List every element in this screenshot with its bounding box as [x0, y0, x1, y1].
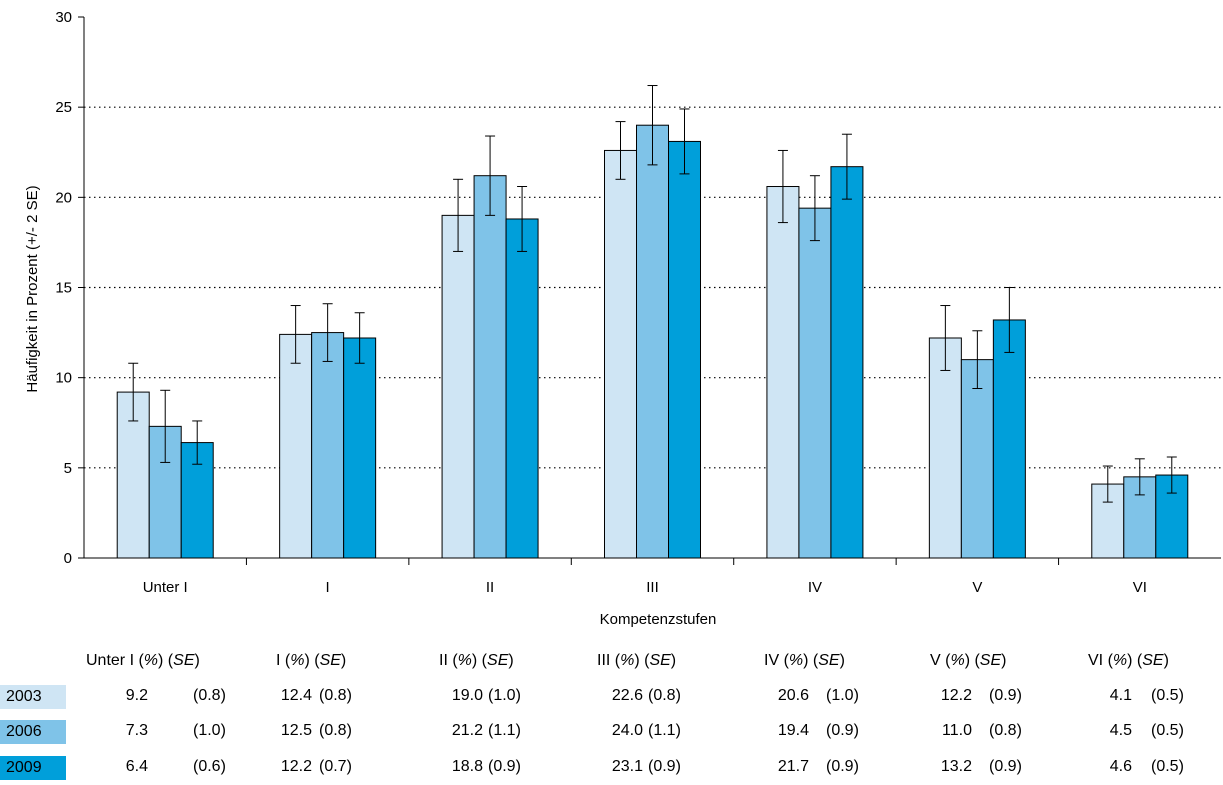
table-value: 4.5 [1109, 722, 1132, 739]
table-value: 24.0 [611, 722, 643, 739]
bar [604, 149, 637, 559]
bar [311, 332, 345, 559]
bar [343, 337, 377, 559]
y-tick-label: 0 [64, 550, 72, 567]
table-header: III (%) (SE) [597, 652, 677, 669]
table-value: 19.0 [451, 687, 483, 704]
table-se: (0.9) [989, 758, 1022, 775]
y-tick-labels: 0 5 10 15 20 25 30 [55, 9, 72, 567]
table-value: 7.3 [125, 722, 148, 739]
table-value: 21.2 [451, 722, 483, 739]
table-value: 12.2 [280, 758, 312, 775]
year-label: 2009 [0, 756, 66, 780]
table-se: (0.6) [193, 758, 226, 775]
bar [992, 319, 1026, 559]
bar [830, 166, 864, 559]
bar [636, 124, 669, 559]
y-tick-label: 15 [55, 280, 72, 297]
y-tick-label: 30 [55, 9, 72, 26]
table-value: 19.4 [777, 722, 809, 739]
bar [441, 214, 475, 559]
table-value: 12.5 [280, 722, 312, 739]
y-tick-label: 10 [55, 370, 72, 387]
table-value: 23.1 [611, 758, 643, 775]
table-se: (0.9) [989, 687, 1022, 704]
bars [116, 124, 1189, 559]
bar [505, 218, 539, 559]
table-se: (0.9) [488, 758, 521, 775]
x-tick-label: Unter I [143, 579, 188, 596]
table-value: 4.1 [1109, 687, 1132, 704]
bar [798, 207, 832, 559]
table-header: I (%) (SE) [276, 652, 347, 669]
table-se: (0.8) [989, 722, 1022, 739]
table-value: 9.2 [125, 687, 148, 704]
x-tick-label: II [486, 579, 494, 596]
bar [279, 333, 313, 559]
table-value: 6.4 [125, 758, 148, 775]
table-se: (0.8) [319, 722, 352, 739]
bar [473, 175, 507, 559]
table-value: 21.7 [777, 758, 809, 775]
x-tick-label: I [326, 579, 330, 596]
table-se: (0.9) [648, 758, 681, 775]
bar [960, 359, 994, 559]
x-tick-label: V [972, 579, 982, 596]
table-header: IV (%) (SE) [764, 652, 845, 669]
x-tick-labels: Unter I I II III IV V VI [143, 579, 1147, 596]
x-tick-label: III [646, 579, 659, 596]
table-value: 11.0 [942, 722, 972, 739]
bar [766, 186, 800, 559]
x-axis-title: Kompetenzstufen [600, 611, 717, 628]
table-value: 12.4 [280, 687, 312, 704]
x-tick-label: VI [1133, 579, 1147, 596]
table-value: 18.8 [451, 758, 483, 775]
table-se: (0.8) [193, 687, 226, 704]
table-se: (0.8) [319, 687, 352, 704]
table-value: 22.6 [611, 687, 643, 704]
table-se: (0.5) [1151, 758, 1184, 775]
y-tick-label: 5 [64, 460, 72, 477]
table-se: (1.0) [488, 687, 521, 704]
y-tick-label: 20 [55, 189, 72, 206]
table-se: (1.1) [648, 722, 681, 739]
table-se: (0.9) [826, 722, 859, 739]
table-se: (0.8) [648, 687, 681, 704]
table-value: 4.6 [1109, 758, 1132, 775]
table-value: 12.2 [940, 687, 972, 704]
table-se: (0.5) [1151, 687, 1184, 704]
table-header: VI (%) (SE) [1088, 652, 1169, 669]
table-value: 13.2 [940, 758, 972, 775]
table-header: II (%) (SE) [439, 652, 514, 669]
year-label: 2006 [0, 720, 66, 744]
y-tick-label: 25 [55, 99, 72, 116]
y-axis-title: Häufigkeit in Prozent (+/- 2 SE) [24, 185, 41, 392]
year-label: 2003 [0, 685, 66, 709]
table-se: (1.0) [826, 687, 859, 704]
table-se: (0.5) [1151, 722, 1184, 739]
bar [928, 337, 962, 559]
error-bars [128, 85, 1177, 503]
table-header: Unter I (%) (SE) [86, 652, 200, 669]
table-se: (1.0) [193, 722, 226, 739]
axes [78, 16, 1221, 565]
table-se: (1.1) [488, 722, 521, 739]
table-value: 20.6 [777, 687, 809, 704]
x-tick-label: IV [808, 579, 822, 596]
bar [668, 140, 701, 559]
table-header: V (%) (SE) [930, 652, 1007, 669]
table-se: (0.7) [319, 758, 352, 775]
table-se: (0.9) [826, 758, 859, 775]
